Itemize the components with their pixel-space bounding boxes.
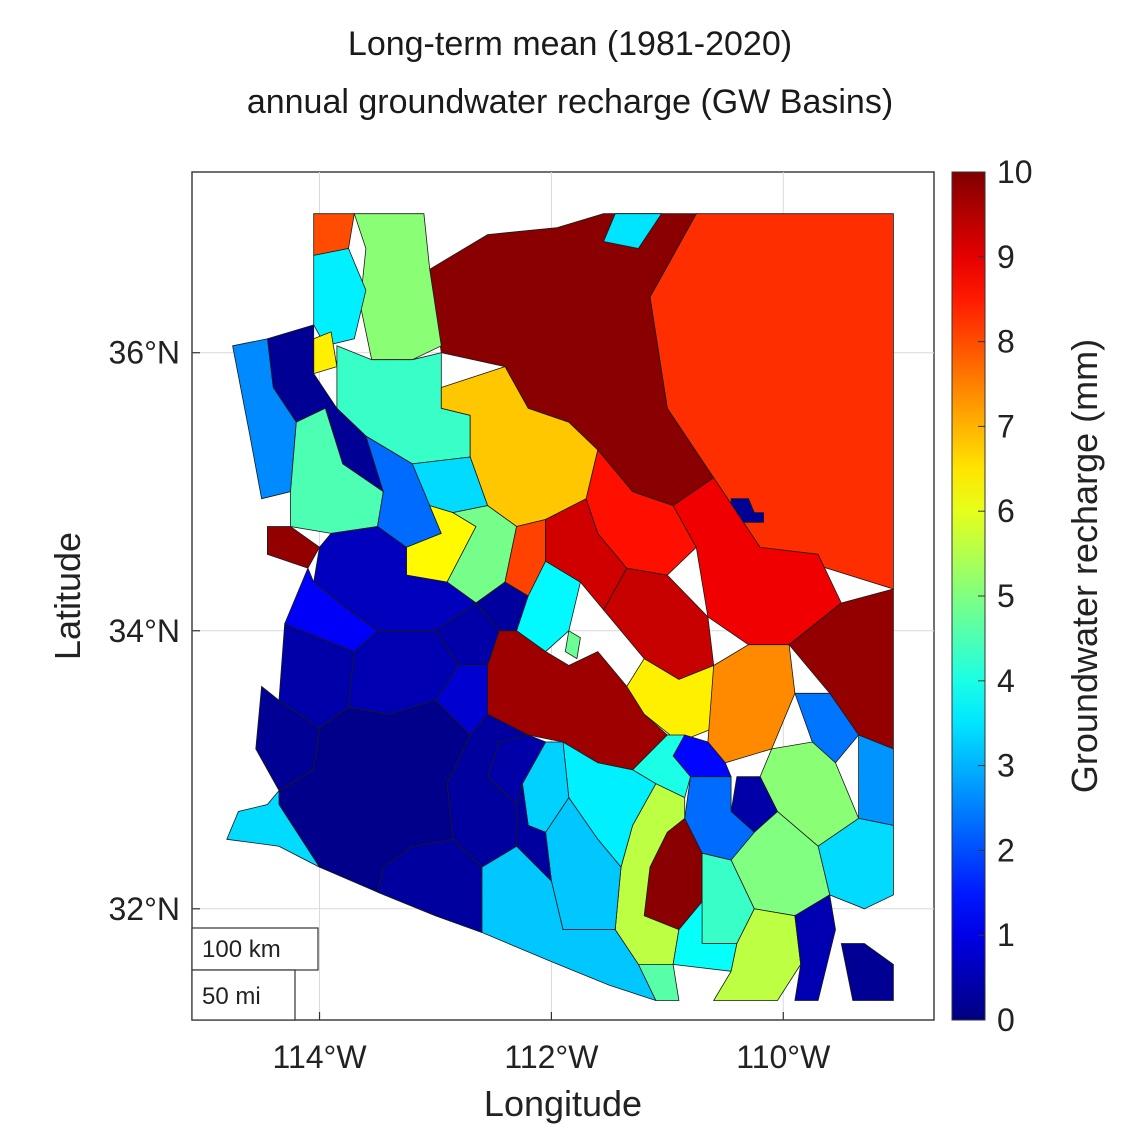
y-axis-label: Latitude bbox=[47, 532, 88, 660]
colorbar-tick-label: 8 bbox=[997, 324, 1015, 360]
scalebar-mi-label: 50 mi bbox=[202, 983, 261, 1010]
basin-52 bbox=[840, 943, 894, 1001]
basin-63 bbox=[226, 789, 321, 869]
colorbar-tick-label: 10 bbox=[997, 154, 1033, 190]
colorbar-tick-label: 0 bbox=[997, 1002, 1015, 1038]
x-tick-label: 110°W bbox=[736, 1039, 831, 1075]
basin-39 bbox=[858, 734, 894, 826]
colorbar-tick-label: 4 bbox=[997, 663, 1015, 699]
colorbar-tick-label: 5 bbox=[997, 578, 1015, 614]
scalebar-km bbox=[191, 927, 319, 971]
basin-3 bbox=[603, 213, 663, 249]
basin-37 bbox=[794, 692, 860, 764]
scalebar-km-label: 100 km bbox=[202, 936, 281, 963]
chart-title-line1: Long-term mean (1981-2020) bbox=[347, 25, 793, 63]
colorbar-tick-label: 9 bbox=[997, 239, 1015, 275]
chart-title-line2: annual groundwater recharge (GW Basins) bbox=[246, 83, 894, 121]
colorbar-tick-label: 2 bbox=[997, 832, 1015, 868]
x-axis-label: Longitude bbox=[484, 1083, 642, 1124]
basin-polygons bbox=[226, 213, 894, 1002]
colorbar-label: Groundwater recharge (mm) bbox=[1064, 339, 1105, 793]
y-tick-label: 36°N bbox=[109, 335, 181, 371]
x-tick-label: 114°W bbox=[273, 1039, 368, 1075]
basin-51 bbox=[794, 894, 836, 1001]
y-tick-labels: 36°N 34°N 32°N bbox=[109, 335, 200, 927]
x-tick-label: 112°W bbox=[504, 1039, 599, 1075]
basin-35 bbox=[626, 658, 715, 743]
scalebar-mi bbox=[191, 969, 296, 1021]
x-tick-labels: 114°W 112°W 110°W bbox=[273, 1012, 831, 1075]
colorbar-tick-label: 3 bbox=[997, 748, 1015, 784]
colorbar-tick-label: 1 bbox=[997, 917, 1015, 953]
y-tick-label: 34°N bbox=[109, 613, 181, 649]
basin-28 bbox=[564, 630, 581, 660]
basin-62 bbox=[377, 838, 483, 933]
colorbar-tick-label: 7 bbox=[997, 408, 1015, 444]
colorbar-tick-label: 6 bbox=[997, 493, 1015, 529]
basin-18 bbox=[266, 526, 321, 569]
basin-42 bbox=[730, 776, 778, 833]
y-tick-label: 32°N bbox=[109, 891, 181, 927]
colorbar-ticks: 0 1 2 3 4 5 6 7 8 9 10 bbox=[978, 154, 1033, 1038]
